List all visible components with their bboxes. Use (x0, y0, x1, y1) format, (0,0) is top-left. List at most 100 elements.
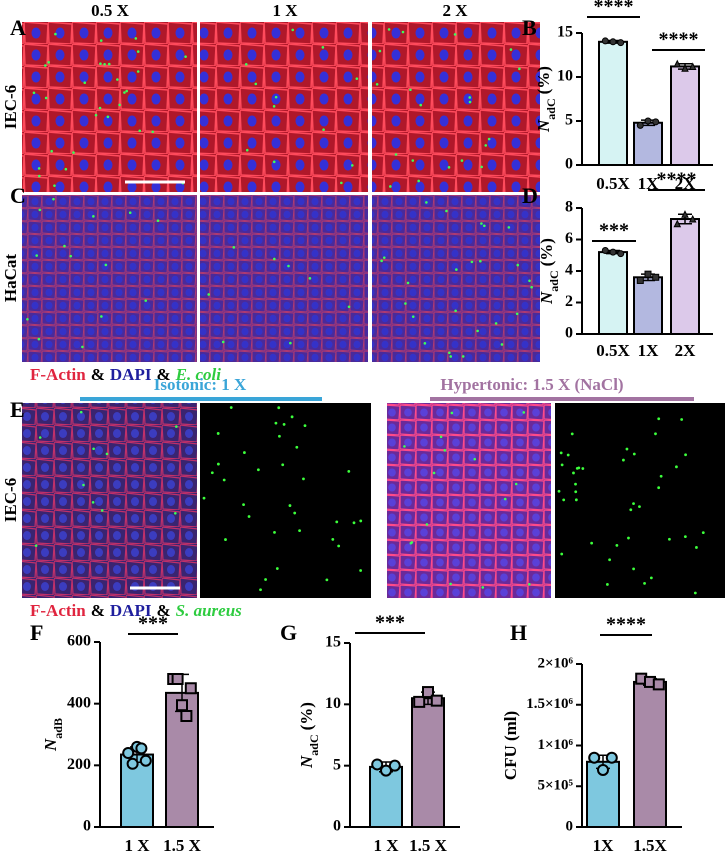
y-axis-label: NadC (%) (534, 66, 558, 133)
bar (598, 40, 628, 166)
data-point (422, 686, 434, 699)
bacterium (175, 425, 178, 428)
x-tick-label: 1 X (373, 836, 399, 853)
bacterium (273, 530, 276, 534)
y-tick-label: 0 (83, 818, 91, 835)
panel-letter: B (522, 15, 537, 40)
bacterium (514, 482, 518, 486)
bacterium (125, 89, 128, 93)
bacterium (37, 167, 41, 170)
bacterium (380, 259, 383, 263)
bacterium (375, 82, 379, 86)
bacterium (272, 105, 276, 108)
column-header: 2 X (442, 1, 468, 20)
y-label-part: N (534, 119, 553, 133)
bacterium (378, 49, 382, 53)
bacterium (134, 37, 138, 40)
y-label-part: (%) (534, 66, 553, 94)
data-point (371, 758, 384, 771)
bacterium (668, 537, 671, 541)
bacterium (38, 436, 42, 439)
bacterium (509, 48, 513, 51)
bacterium (247, 515, 251, 518)
bar (670, 65, 700, 166)
panel-letter: G (280, 620, 297, 645)
bacterium (26, 317, 29, 321)
significance-label: **** (606, 614, 646, 636)
bacterium (468, 96, 472, 99)
bacterium (387, 28, 391, 31)
bacterium (277, 406, 281, 410)
bacterium (275, 567, 279, 570)
x-tick-label: 1X (593, 836, 615, 853)
y-label-part: adC (307, 734, 321, 755)
y-tick-label: 15 (325, 634, 341, 651)
bacterium (352, 521, 356, 525)
bar (670, 218, 700, 335)
bacterium (425, 523, 429, 526)
data-point (380, 764, 392, 777)
data-point (126, 757, 139, 770)
bacterium (409, 88, 412, 92)
legend-part: & (91, 365, 105, 384)
bacterium (44, 96, 48, 100)
bacterium (288, 504, 292, 507)
data-point (644, 270, 652, 278)
data-point (652, 118, 660, 126)
bacterium (303, 424, 307, 427)
y-tick-label: 15 (557, 24, 573, 41)
data-point (430, 694, 443, 707)
data-point (588, 751, 601, 764)
legend-part: S. aureus (176, 601, 243, 620)
data-point (609, 248, 617, 256)
bacterium (657, 486, 661, 490)
bacterium (608, 558, 612, 562)
bacterium (479, 259, 482, 263)
bacterium (282, 423, 286, 426)
legend: F-Actin & DAPI & E. coli (30, 365, 221, 384)
bacterium (50, 149, 53, 153)
bacterium (443, 449, 447, 452)
bacterium (278, 434, 281, 438)
bacterium (559, 451, 563, 455)
bacterium (632, 567, 635, 571)
bacterium (445, 209, 448, 213)
legend-part: DAPI (110, 365, 152, 384)
legend-part: & (156, 601, 170, 620)
bacterium (54, 32, 57, 36)
bacterium (216, 462, 220, 466)
data-point (673, 219, 682, 228)
y-axis-label: NadC (%) (297, 702, 321, 769)
y-tick-label: 400 (67, 694, 91, 711)
micrograph (372, 195, 540, 362)
y-tick-label: 0 (333, 818, 341, 835)
bacterium (69, 254, 73, 258)
data-point (652, 273, 660, 281)
y-tick-label: 5 (565, 112, 573, 129)
bacterium (404, 302, 407, 305)
bacterium (566, 453, 570, 457)
data-point (652, 678, 665, 691)
x-tick-label: 1.5 X (409, 836, 448, 853)
bacterium (99, 39, 103, 42)
bacterium (562, 498, 566, 502)
bacterium (530, 285, 533, 289)
bacterium (94, 113, 98, 117)
bacterium (574, 498, 578, 502)
bacterium (245, 148, 249, 152)
bacterium (394, 153, 398, 156)
bacterium (632, 502, 635, 505)
micrograph (200, 22, 368, 192)
bacterium (216, 432, 220, 435)
y-label-part: adB (51, 718, 65, 739)
bar (369, 765, 403, 828)
panel-letter: A (10, 15, 26, 40)
bacterium (701, 531, 705, 535)
bacterium (528, 582, 531, 586)
bacterium (470, 260, 474, 264)
bacterium (453, 33, 457, 36)
bacterium (229, 406, 233, 409)
bacterium (389, 185, 392, 188)
bacterium (156, 219, 160, 223)
micrograph (200, 403, 371, 598)
